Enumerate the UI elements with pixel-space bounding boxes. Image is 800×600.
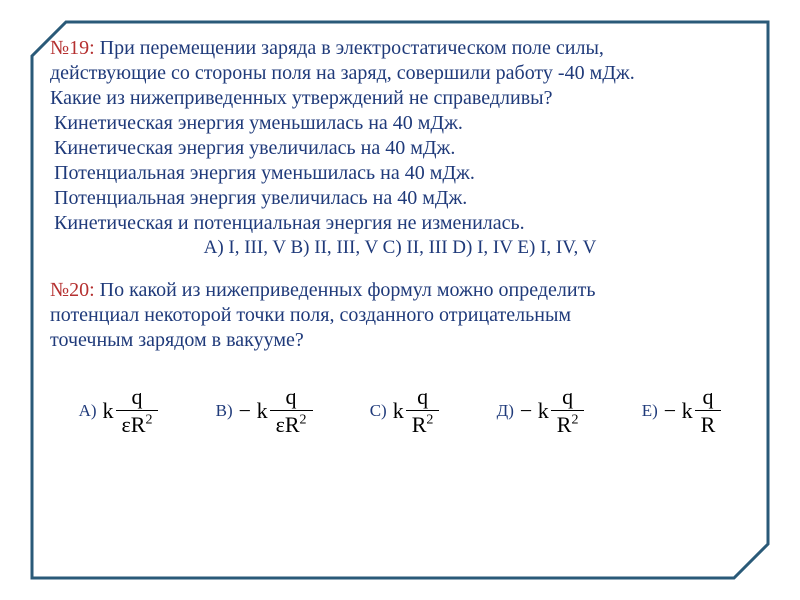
q19-stmt: Потенциальная энергия увеличилась на 40 … xyxy=(54,186,750,211)
q20-line2: потенциал некоторой точки поля, созданно… xyxy=(50,304,571,326)
question-card: №19: При перемещении заряда в электроста… xyxy=(30,20,770,580)
formula-label: E) xyxy=(642,400,658,421)
formula-option: E) − kqR xyxy=(642,383,722,439)
q19-statements: Кинетическая энергия уменьшилась на 40 м… xyxy=(54,111,750,236)
formula-label: Д) xyxy=(497,400,514,421)
q19-stmt: Кинетическая энергия уменьшилась на 40 м… xyxy=(54,111,750,136)
fraction: qεR2 xyxy=(116,383,159,439)
q19-block: №19: При перемещении заряда в электроста… xyxy=(50,36,750,260)
formula-expression: − kqR2 xyxy=(520,383,585,439)
fraction-denominator: R2 xyxy=(551,410,585,439)
fraction-numerator: q xyxy=(126,383,149,411)
formula-option: A) kqεR2 xyxy=(79,383,159,439)
formula-prefix: k xyxy=(393,397,404,425)
fraction-numerator: q xyxy=(697,383,720,411)
formula-expression: − kqR xyxy=(664,383,722,439)
formula-prefix: − k xyxy=(239,397,268,425)
fraction: qεR2 xyxy=(270,383,313,439)
q20-line3: точечным зарядом в вакууме? xyxy=(50,329,304,351)
q20-formula-row: A)kqεR2B)− kqεR2C)kqR2Д)− kqR2E)− kqR xyxy=(50,383,750,439)
fraction-numerator: q xyxy=(280,383,303,411)
q19-label: №19: xyxy=(50,37,95,59)
fraction-denominator: R2 xyxy=(406,410,440,439)
q19-stmt: Потенциальная энергия уменьшилась на 40 … xyxy=(54,161,750,186)
q19-stmt: Кинетическая энергия увеличилась на 40 м… xyxy=(54,136,750,161)
q19-stmt: Кинетическая и потенциальная энергия не … xyxy=(54,211,750,236)
q19-line1: При перемещении заряда в электростатичес… xyxy=(100,37,604,59)
formula-expression: kqR2 xyxy=(393,383,440,439)
formula-prefix: − k xyxy=(520,397,549,425)
fraction-denominator: εR2 xyxy=(116,410,159,439)
formula-label: C) xyxy=(370,400,387,421)
fraction: qR2 xyxy=(406,383,440,439)
formula-expression: kqεR2 xyxy=(103,383,159,439)
fraction: qR xyxy=(695,383,722,439)
formula-option: Д) − kqR2 xyxy=(497,383,585,439)
q19-answers: A) I, III, V B) II, III, V C) II, III D)… xyxy=(50,236,750,260)
formula-prefix: k xyxy=(103,397,114,425)
formula-option: B)− kqεR2 xyxy=(216,383,313,439)
fraction-denominator: εR2 xyxy=(270,410,313,439)
formula-expression: − kqεR2 xyxy=(239,383,313,439)
q19-line3: Какие из нижеприведенных утверждений не … xyxy=(50,87,552,109)
fraction-numerator: q xyxy=(411,383,434,411)
formula-prefix: − k xyxy=(664,397,693,425)
formula-label: A) xyxy=(79,400,97,421)
formula-option: C) kqR2 xyxy=(370,383,440,439)
q20-label: №20: xyxy=(50,279,95,301)
q20-block: №20: По какой из нижеприведенных формул … xyxy=(50,278,750,439)
fraction: qR2 xyxy=(551,383,585,439)
q19-line2: действующие со стороны поля на заряд, со… xyxy=(50,62,635,84)
formula-label: B) xyxy=(216,400,233,421)
card-content: №19: При перемещении заряда в электроста… xyxy=(50,36,750,439)
fraction-numerator: q xyxy=(556,383,579,411)
q20-line1: По какой из нижеприведенных формул можно… xyxy=(100,279,596,301)
fraction-denominator: R xyxy=(695,410,722,439)
